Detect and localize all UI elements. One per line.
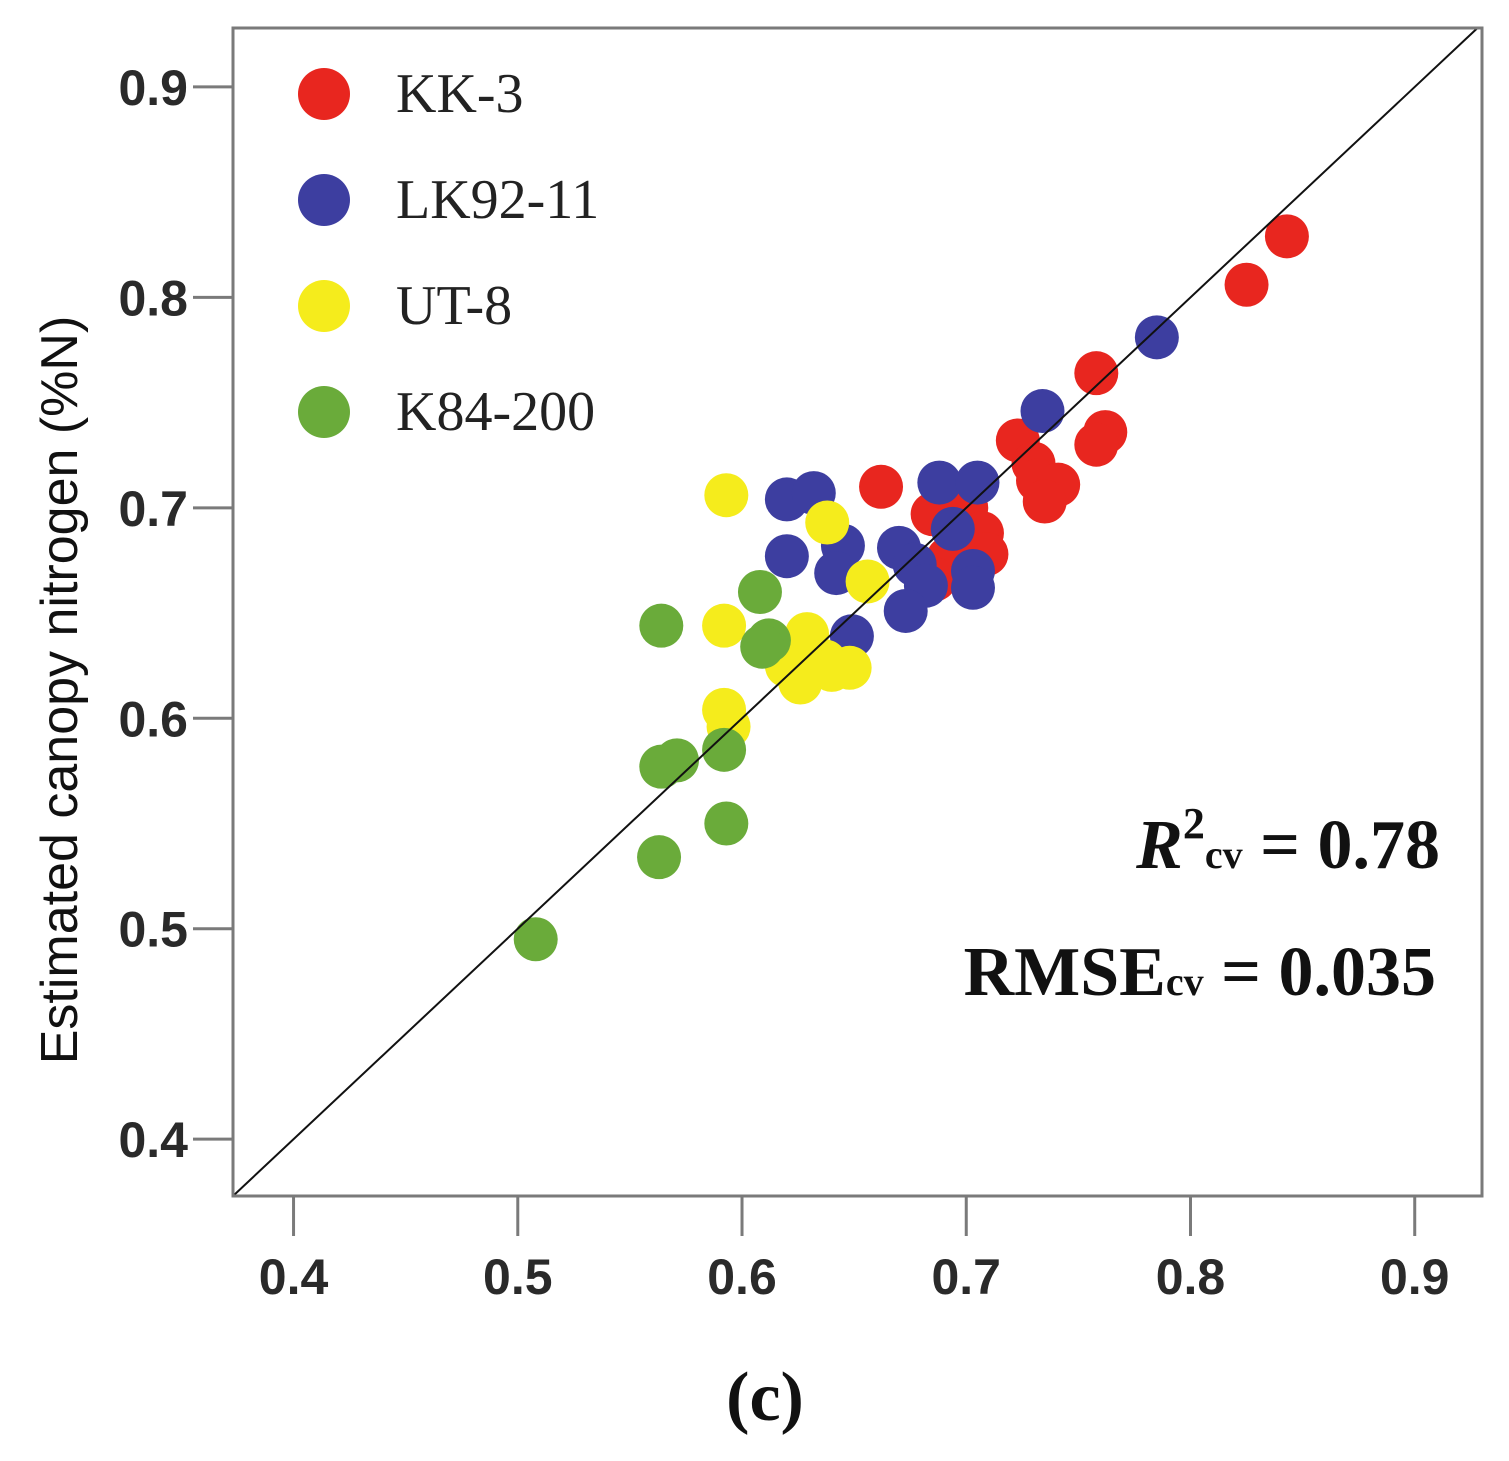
rmse-annotation: RMSEcv = 0.035 [964,934,1436,1011]
data-point [702,727,747,772]
data-point [737,570,782,615]
legend-marker [298,174,350,226]
points-layer [513,214,1309,962]
r2-superscript: 2 [1183,799,1205,848]
data-point [1224,262,1269,307]
rmse-value: = 0.035 [1204,934,1436,1011]
legend-marker [298,68,350,120]
one-to-one-line [232,27,1479,1197]
data-point [1074,422,1119,467]
data-point [917,460,962,505]
x-tick-label: 0.9 [1380,1249,1450,1305]
x-tick-label: 0.4 [259,1249,329,1305]
data-point [1134,315,1179,360]
data-point [1264,214,1309,259]
legend-marker [298,280,350,332]
series-KK-3 [859,214,1309,602]
data-point [637,835,682,880]
r2-subscript: cv [1205,832,1243,877]
plot-frame [231,26,1484,1198]
rmse-subscript: cv [1166,959,1204,1004]
x-tick-label: 0.8 [1156,1249,1226,1305]
data-point [930,506,975,551]
data-point [764,534,809,579]
data-point [1020,389,1065,434]
data-point [639,603,684,648]
legend-label: K84-200 [396,381,595,443]
data-point [950,565,995,610]
y-tick-label: 0.6 [118,691,188,747]
data-point [805,500,850,545]
legend-label: KK-3 [396,63,524,125]
y-axis-label: Estimated canopy nitrogen (%N) [31,316,89,1065]
r2-symbol: R [1135,807,1183,884]
data-point [955,460,1000,505]
legend-label: LK92-11 [396,169,599,231]
axis-ticks: 0.4 0.5 0.6 0.7 0.8 0.9 0.4 0.5 0.6 0.7 0.8 0.9 [118,60,1449,1305]
r2-value: = 0.78 [1243,807,1440,884]
series-K84-200 [513,570,791,962]
x-tick-label: 0.5 [483,1249,553,1305]
data-point [702,603,747,648]
rmse-symbol: RMSE [964,934,1166,1011]
data-point [1074,351,1119,396]
y-tick-label: 0.9 [118,60,188,116]
legend-marker [298,386,350,438]
y-tick-label: 0.7 [118,481,188,537]
x-tick-label: 0.6 [707,1249,777,1305]
data-point [1022,479,1067,524]
data-point [654,738,699,783]
legend: KK-3 LK92-11 UT-8 K84-200 [298,63,599,443]
y-tick-label: 0.8 [118,270,188,326]
y-tick-label: 0.5 [118,902,188,958]
data-point [809,647,854,692]
data-point [859,464,904,509]
legend-label: UT-8 [396,275,512,337]
r2-annotation: R2cv = 0.78 [1135,799,1440,884]
data-point [740,624,785,669]
data-point [704,473,749,518]
data-point [883,588,928,633]
y-tick-label: 0.4 [118,1112,188,1168]
data-point [704,801,749,846]
data-point [845,559,890,604]
panel-label: (c) [726,1359,804,1436]
data-point [513,917,558,962]
x-tick-label: 0.7 [931,1249,1001,1305]
